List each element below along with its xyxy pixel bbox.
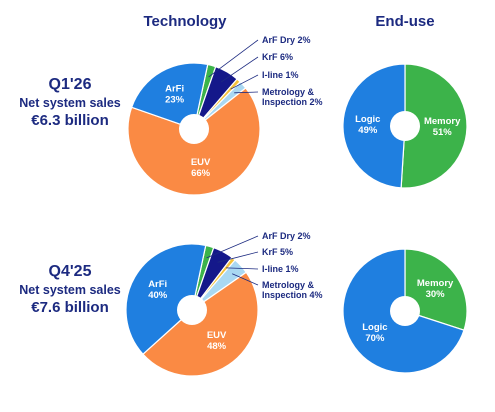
callout-label-i-line: I-line 1% [262,70,299,80]
callout-line-arf-dry [206,235,259,259]
slice-logic [342,63,406,189]
period-label: Q1'26 [48,76,92,93]
period-subtitle: Net system sales [19,283,121,297]
pie-hole [390,296,420,326]
callout-line-krf [220,56,259,83]
callout-line-i-line [226,267,259,270]
slice-label-logic: Logic 70% [362,322,387,344]
callout-line-metrology-inspection [234,91,259,94]
technology-header: Technology [143,13,227,30]
slice-label-euv: EUV 48% [207,330,227,352]
callout-label-arf-dry: ArF Dry 2% [262,231,311,241]
slice-euv [142,271,259,377]
end-use-pie-q4-25: Memory 30% Logic 70% [342,248,468,374]
end-use-header: End-use [375,13,435,30]
callout-line-metrology-inspection [232,273,259,286]
slice-label-logic: Logic 49% [355,114,380,136]
period-block-q1-26: Q1'26 Net system sales €6.3 billion [0,75,140,131]
slice-memory [404,248,468,331]
callout-label-metrology-inspection: Metrology & Inspection 2% [262,87,323,107]
period-value: €7.6 billion [31,299,109,316]
pie-hole [177,295,207,325]
period-block-q4-25: Q4'25 Net system sales €7.6 billion [0,262,140,318]
slice-label-euv: EUV 66% [191,157,211,179]
slice-label-arfi: ArFi 40% [148,279,168,301]
pie-hole [179,114,209,144]
pie-hole [390,111,420,141]
callout-label-i-line: I-line 1% [262,264,299,274]
period-subtitle: Net system sales [19,96,121,110]
callout-label-arf-dry: ArF Dry 2% [262,35,311,45]
callout-label-krf: KrF 5% [262,247,293,257]
callout-label-metrology-inspection: Metrology & Inspection 4% [262,280,323,300]
slice-label-memory: Memory 51% [424,116,461,138]
technology-pie-q4-25: EUV 48% ArFi 40% ArF Dry 2% KrF 5% I-line 1% Me… [125,231,323,377]
slice-memory [400,63,468,189]
period-label: Q4'25 [48,263,92,280]
slice-arfi [130,62,209,130]
slice-label-arfi: ArFi 23% [165,84,185,106]
end-use-pie-q1-26: Memory 51% Logic 49% [342,63,468,189]
callout-line-arf-dry [208,39,259,78]
slice-arfi [125,243,207,356]
callout-label-krf: KrF 6% [262,52,293,62]
slice-label-memory: Memory 30% [417,278,454,300]
period-value: €6.3 billion [31,112,109,129]
callout-line-krf [217,251,259,263]
callout-line-i-line [230,74,259,90]
technology-pie-q1-26: EUV 66% ArFi 23% ArF Dry 2% KrF 6% I-line 1% Me… [127,35,323,196]
